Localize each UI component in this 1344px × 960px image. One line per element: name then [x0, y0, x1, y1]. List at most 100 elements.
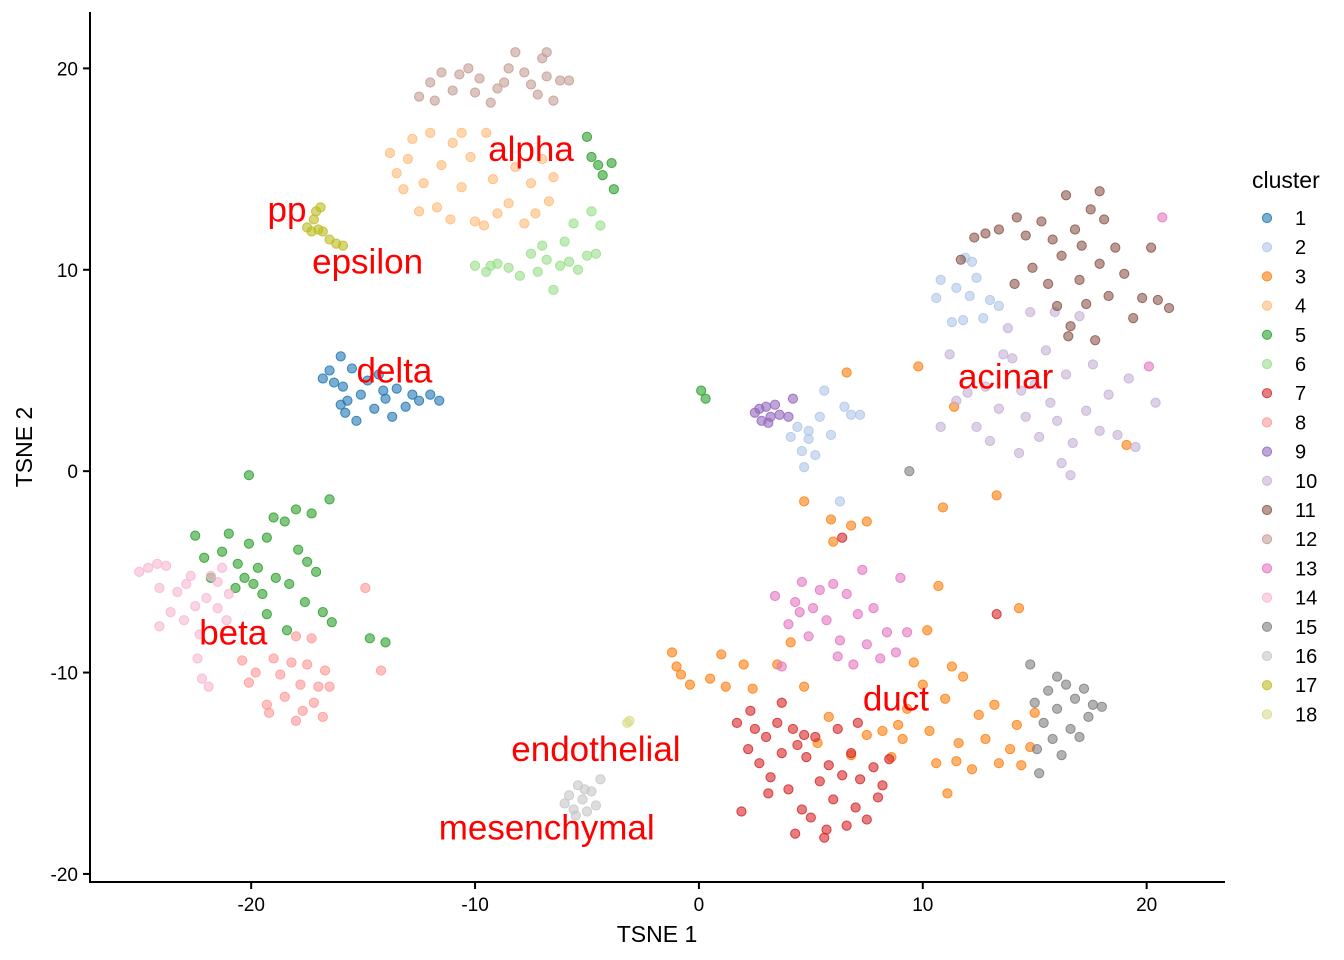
- data-point: [510, 161, 521, 173]
- data-point: [581, 806, 593, 817]
- data-point: [1056, 250, 1067, 261]
- data-point: [306, 508, 317, 519]
- data-point: [957, 315, 969, 326]
- data-point: [1025, 306, 1036, 318]
- data-point: [799, 496, 810, 507]
- legend-label: 16: [1295, 646, 1317, 668]
- data-point: [492, 208, 503, 219]
- legend-item-17: 17: [1261, 675, 1317, 697]
- data-point: [519, 67, 530, 78]
- data-point: [854, 774, 866, 785]
- data-point: [1011, 212, 1022, 223]
- data-point: [297, 705, 308, 716]
- legend-label: 4: [1295, 296, 1306, 318]
- data-point: [828, 794, 839, 805]
- series-cluster-8: [237, 582, 387, 726]
- annotation-acinar: acinar: [958, 358, 1054, 397]
- data-point: [1143, 361, 1154, 372]
- points-layer: [134, 47, 1175, 843]
- data-point: [935, 274, 946, 285]
- data-point: [783, 411, 794, 422]
- data-point: [776, 661, 787, 672]
- legend-label: 7: [1295, 383, 1306, 405]
- data-point: [530, 208, 541, 219]
- legend-swatch: [1261, 300, 1273, 311]
- x-tick-label: -20: [237, 895, 264, 916]
- data-point: [1099, 214, 1110, 225]
- data-point: [763, 417, 774, 428]
- legend-swatch: [1261, 680, 1273, 691]
- data-point: [532, 89, 543, 100]
- data-point: [720, 681, 731, 692]
- data-point: [962, 387, 973, 398]
- data-point: [852, 609, 863, 620]
- data-point: [1052, 703, 1063, 714]
- data-point: [1123, 373, 1134, 384]
- data-point: [1065, 321, 1076, 332]
- series-cluster-6: [469, 206, 606, 296]
- data-point: [1163, 302, 1175, 314]
- data-point: [337, 381, 349, 392]
- data-point: [1090, 335, 1101, 346]
- data-point: [463, 63, 474, 74]
- data-point: [991, 609, 1002, 620]
- data-point: [306, 633, 317, 644]
- legend-item-1: 1: [1261, 208, 1306, 230]
- data-point: [828, 578, 839, 590]
- data-point: [1052, 671, 1063, 682]
- data-point: [834, 496, 846, 507]
- data-point: [989, 699, 1000, 710]
- data-point: [201, 592, 212, 604]
- annotation-mesenchymal: mesenchymal: [439, 809, 655, 848]
- data-point: [563, 256, 575, 267]
- data-point: [355, 389, 366, 400]
- data-point: [794, 607, 805, 618]
- data-point: [532, 266, 543, 277]
- annotation-delta: delta: [357, 351, 433, 390]
- data-point: [315, 202, 326, 213]
- data-point: [1146, 242, 1157, 253]
- data-point: [216, 546, 228, 557]
- data-point: [503, 198, 514, 209]
- data-point: [324, 365, 335, 376]
- data-point: [792, 421, 803, 432]
- data-point: [937, 502, 949, 513]
- data-point: [946, 317, 957, 328]
- data-point: [803, 631, 814, 642]
- data-point: [872, 792, 884, 803]
- data-point: [893, 719, 904, 731]
- data-point: [474, 73, 485, 84]
- data-point: [537, 240, 548, 251]
- data-point: [485, 260, 496, 271]
- data-point: [861, 814, 872, 825]
- data-point: [790, 596, 801, 608]
- data-point: [955, 254, 966, 265]
- data-point: [548, 95, 559, 106]
- data-point: [581, 250, 593, 261]
- data-point: [1047, 234, 1058, 245]
- data-point: [555, 75, 566, 86]
- data-point: [857, 564, 868, 575]
- legend-swatch: [1261, 621, 1273, 632]
- data-point: [799, 462, 810, 473]
- data-point: [1020, 411, 1031, 422]
- data-point: [577, 794, 588, 805]
- data-point: [1036, 216, 1047, 227]
- data-point: [326, 617, 337, 628]
- data-point: [279, 516, 290, 527]
- data-point: [924, 725, 935, 737]
- data-point: [447, 85, 458, 96]
- x-axis-title: TSNE 1: [617, 921, 698, 947]
- data-point: [776, 697, 787, 708]
- data-point: [814, 411, 825, 422]
- data-point: [787, 723, 799, 735]
- data-point: [216, 562, 228, 573]
- legend-swatch: [1261, 271, 1273, 282]
- series-cluster-13: [769, 212, 1168, 672]
- legend-item-14: 14: [1261, 588, 1317, 610]
- data-point: [1060, 369, 1072, 380]
- data-point: [606, 157, 617, 169]
- data-point: [454, 69, 465, 80]
- data-point: [1063, 331, 1074, 342]
- legend-swatch: [1261, 329, 1273, 340]
